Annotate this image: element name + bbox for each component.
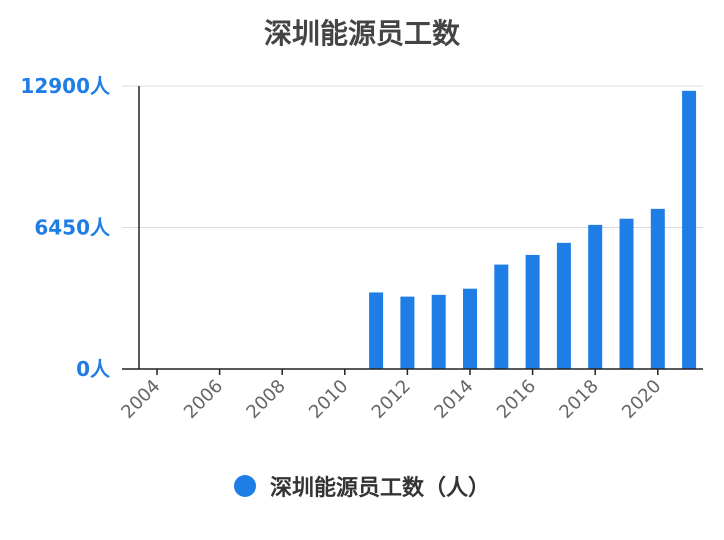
legend-swatch — [233, 475, 256, 497]
x-tick-label: 2018 — [555, 376, 602, 423]
bar — [400, 296, 415, 369]
x-tick-label: 2004 — [117, 376, 164, 423]
bar — [494, 264, 509, 369]
x-tick-label: 2020 — [618, 376, 665, 423]
x-tick-labels: 2004 2006 2008 2010 2012 2014 2016 2018 2020 — [117, 369, 665, 423]
x-tick-label: 2006 — [180, 376, 227, 423]
x-tick-label: 2008 — [242, 376, 289, 423]
y-tick-label: 12900人 — [20, 74, 111, 98]
bar — [556, 242, 571, 369]
y-tick-label: 6450人 — [34, 216, 111, 240]
bar — [463, 288, 477, 369]
bar — [588, 224, 603, 369]
bars — [369, 90, 697, 369]
x-tick-label: 2014 — [430, 376, 477, 423]
bar — [431, 294, 446, 369]
bar — [525, 254, 540, 369]
legend[interactable]: 深圳能源员工数（人） — [0, 470, 724, 502]
bar — [682, 90, 697, 369]
bar — [619, 218, 634, 369]
y-tick-label: 0人 — [76, 357, 111, 381]
bar — [650, 208, 665, 369]
axes — [122, 86, 703, 370]
x-tick-label: 2016 — [493, 376, 540, 423]
x-tick-label: 2010 — [305, 376, 352, 423]
y-tick-labels: 12900人 6450人 0人 — [20, 74, 111, 381]
bar — [369, 292, 384, 369]
x-tick-label: 2012 — [368, 376, 415, 423]
chart-title: 深圳能源员工数 — [263, 17, 460, 50]
legend-label: 深圳能源员工数（人） — [269, 476, 490, 501]
